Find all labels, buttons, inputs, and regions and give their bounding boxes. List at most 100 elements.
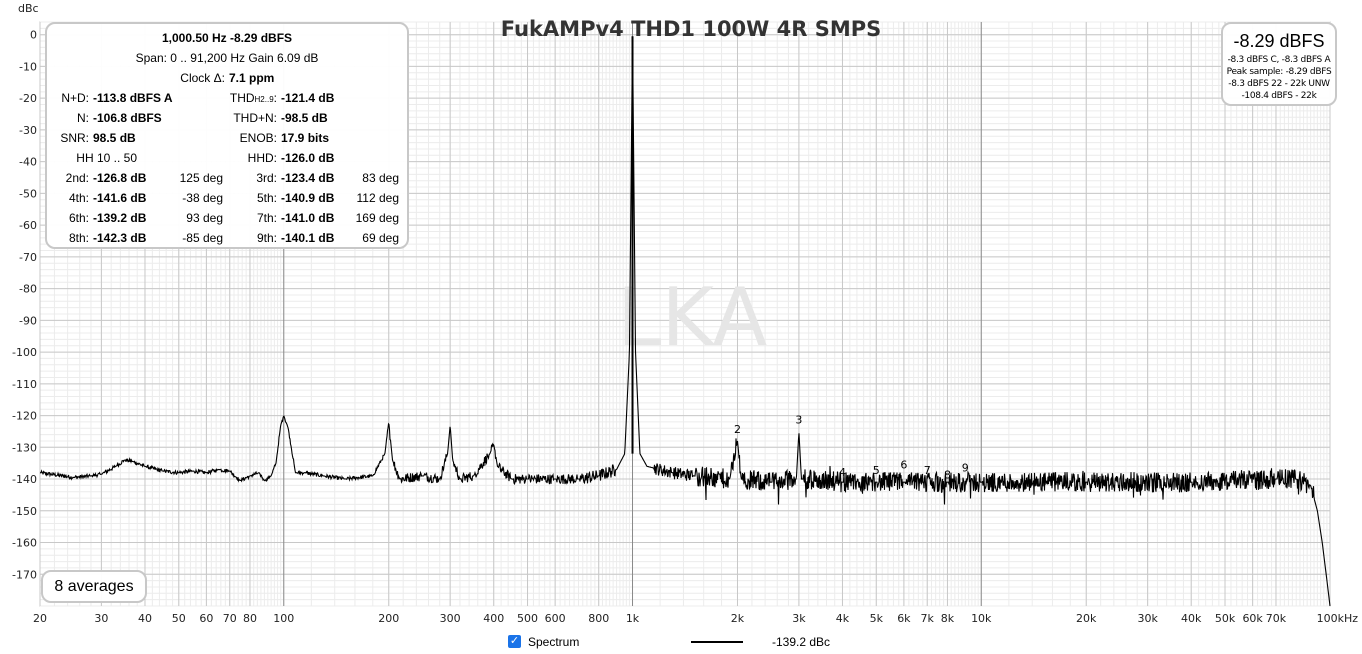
stats-row: N+D: -113.8 dBFS A THDH2..9: -121.4 dB — [47, 88, 407, 108]
stat-label-text: THD — [229, 91, 255, 105]
legend-line-swatch — [691, 641, 743, 643]
harmonic-labels: 2 3 4 5 6 7 89 — [734, 413, 969, 481]
y-tick-label: 0 — [30, 29, 37, 42]
stats-row: HH 10 .. 50 HHD: -126.0 dB — [47, 148, 407, 168]
chart-title: FukAMPv4 THD1 100W 4R SMPS — [501, 17, 882, 41]
y-tick-label: -70 — [19, 251, 37, 264]
stat-value: -113.8 dBFS A — [93, 91, 173, 105]
stat-value: -126.0 dB — [281, 151, 335, 165]
spectrum-checkbox-label[interactable]: Spectrum — [528, 635, 580, 649]
y-tick-label: -80 — [19, 283, 37, 296]
level-line: -8.3 dBFS 22 - 22k UNW — [1228, 79, 1330, 89]
stat-value: -126.8 dB — [93, 171, 147, 185]
x-tick-label: 200 — [378, 612, 399, 625]
y-tick-label: -150 — [12, 505, 37, 518]
y-tick-label: -10 — [19, 60, 37, 73]
watermark: LKA — [617, 271, 768, 364]
level-line: -8.3 dBFS C, -8.3 dBFS A — [1227, 55, 1331, 65]
stat-label: HHD: — [197, 148, 277, 170]
level-main: -8.29 dBFS — [1233, 31, 1325, 51]
stat-label: ENOB: — [197, 128, 277, 150]
stat-label: 9th: — [197, 228, 277, 250]
trace-layer — [39, 36, 1331, 607]
stats-row-frequency: 1,000.50 Hz -8.29 dBFS — [47, 28, 407, 48]
stat-label: N: — [77, 111, 89, 125]
stat-value: -141.6 dB — [93, 191, 147, 205]
stats-clock-label: Clock Δ: — [180, 71, 225, 85]
stat-label: 2nd: — [65, 171, 89, 185]
spectrum-trace — [39, 37, 1331, 607]
harmonic-label: 8 — [944, 468, 951, 481]
stat-label: THD+N: — [197, 108, 277, 130]
stat-label-end: : — [273, 91, 277, 105]
stat-value: -140.1 dB — [281, 231, 335, 245]
harmonic-label: 9 — [962, 461, 969, 474]
x-tick-label: 4k — [836, 612, 850, 625]
x-tick-label: 100kHz — [1317, 612, 1359, 625]
stats-row: SNR: 98.5 dB ENOB: 17.9 bits — [47, 128, 407, 148]
stat-value: -142.3 dB — [93, 231, 147, 245]
x-tick-label: 30 — [94, 612, 108, 625]
stat-label-text: ENOB: — [239, 131, 277, 145]
stat-phase: 125 deg — [179, 171, 223, 185]
y-tick-label: -30 — [19, 124, 37, 137]
harmonic-label: 5 — [873, 464, 880, 477]
stat-value: 17.9 bits — [281, 131, 330, 145]
stat-label: 3rd: — [197, 168, 277, 190]
stat-label-text: 3rd: — [256, 171, 277, 185]
stats-row: 6th: -139.2 dB 93 deg 7th: -141.0 dB 169 deg — [47, 208, 407, 228]
x-tick-label: 60 — [199, 612, 213, 625]
stats-span-gain: Span: 0 .. 91,200 Hz Gain 6.09 dB — [135, 51, 319, 65]
x-tick-label: 50k — [1215, 612, 1236, 625]
harmonic-label: 4 — [839, 466, 846, 479]
x-tick-label: 40k — [1181, 612, 1202, 625]
stat-label: 6th: — [68, 211, 89, 225]
stat-phase: 169 deg — [355, 211, 399, 225]
stat-value: -98.5 dB — [281, 111, 328, 125]
stat-phase: 112 deg — [356, 191, 400, 205]
grid — [39, 21, 1331, 607]
stats-row-span: Span: 0 .. 91,200 Hz Gain 6.09 dB — [47, 48, 407, 68]
spectrum-chart: LKA 0 -10 -20 -30 -40 -50 -60 -70 -80 -90 -100 -110… — [12, 2, 1358, 625]
y-tick-label: -160 — [12, 537, 37, 550]
stat-label: 4th: — [68, 191, 89, 205]
stat-label: THDH2..9: — [197, 88, 277, 110]
stat-label: 5th: — [197, 188, 277, 210]
stats-row: N: -106.8 dBFS THD+N: -98.5 dB — [47, 108, 407, 128]
x-tick-label: 3k — [792, 612, 806, 625]
x-axis: 20 30 40 50 60 70 80 100 200 300 400 500 600 800 1k 2k 3… — [33, 612, 1358, 625]
spectrum-checkbox[interactable]: ✓ — [508, 635, 521, 648]
stat-label-text: THD+N: — [233, 111, 277, 125]
x-tick-label: 5k — [870, 612, 884, 625]
y-tick-label: -40 — [19, 156, 37, 169]
cursor-value: -139.2 dBc — [772, 635, 831, 649]
harmonic-label: 6 — [900, 459, 907, 472]
stats-panel: 1,000.50 Hz -8.29 dBFS Span: 0 .. 91,200… — [45, 22, 409, 249]
y-axis: 0 -10 -20 -30 -40 -50 -60 -70 -80 -90 -100 -110 -120… — [12, 29, 37, 582]
x-tick-label: 2k — [731, 612, 745, 625]
x-tick-label: 600 — [545, 612, 566, 625]
y-tick-label: -170 — [12, 568, 37, 581]
x-tick-label: 30k — [1137, 612, 1158, 625]
x-tick-label: 7k — [921, 612, 935, 625]
y-tick-label: -50 — [19, 187, 37, 200]
x-tick-label: 6k — [897, 612, 911, 625]
averages-label: 8 averages — [54, 578, 134, 595]
stat-phase: -38 deg — [182, 191, 223, 205]
stat-value: -106.8 dBFS — [93, 111, 162, 125]
y-axis-label: dBc — [18, 2, 39, 15]
stat-label: N+D: — [61, 91, 89, 105]
x-tick-label: 400 — [483, 612, 504, 625]
stat-label: 8th: — [68, 231, 89, 245]
x-tick-label: 8k — [941, 612, 955, 625]
level-panel: -8.29 dBFS -8.3 dBFS C, -8.3 dBFS A Peak… — [1221, 22, 1337, 106]
x-tick-label: 80 — [243, 612, 257, 625]
stats-row: 2nd: -126.8 dB 125 deg 3rd: -123.4 dB 83 deg — [47, 168, 407, 188]
x-tick-label: 20 — [33, 612, 47, 625]
y-tick-label: -120 — [12, 410, 37, 423]
stat-value: -139.2 dB — [93, 211, 147, 225]
y-tick-label: -90 — [19, 314, 37, 327]
x-tick-label: 20k — [1076, 612, 1097, 625]
stat-phase: 93 deg — [186, 211, 223, 225]
stat-phase: 69 deg — [362, 231, 399, 245]
